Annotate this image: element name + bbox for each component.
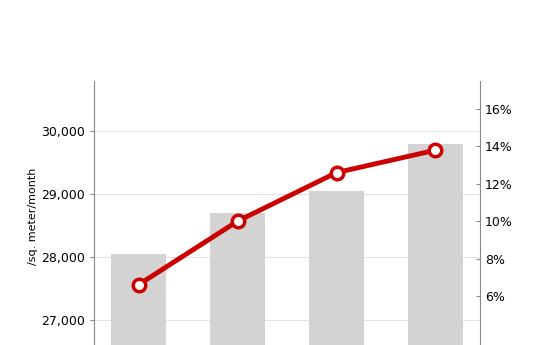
Bar — [112, 254, 166, 345]
Y-axis label: /sq. meter/month: /sq. meter/month — [28, 168, 38, 265]
Text: Direct rental vs. Vacancy rates: Direct rental vs. Vacancy rates — [71, 18, 481, 42]
Bar — [408, 144, 463, 345]
Bar — [210, 213, 265, 345]
Bar — [309, 191, 364, 345]
